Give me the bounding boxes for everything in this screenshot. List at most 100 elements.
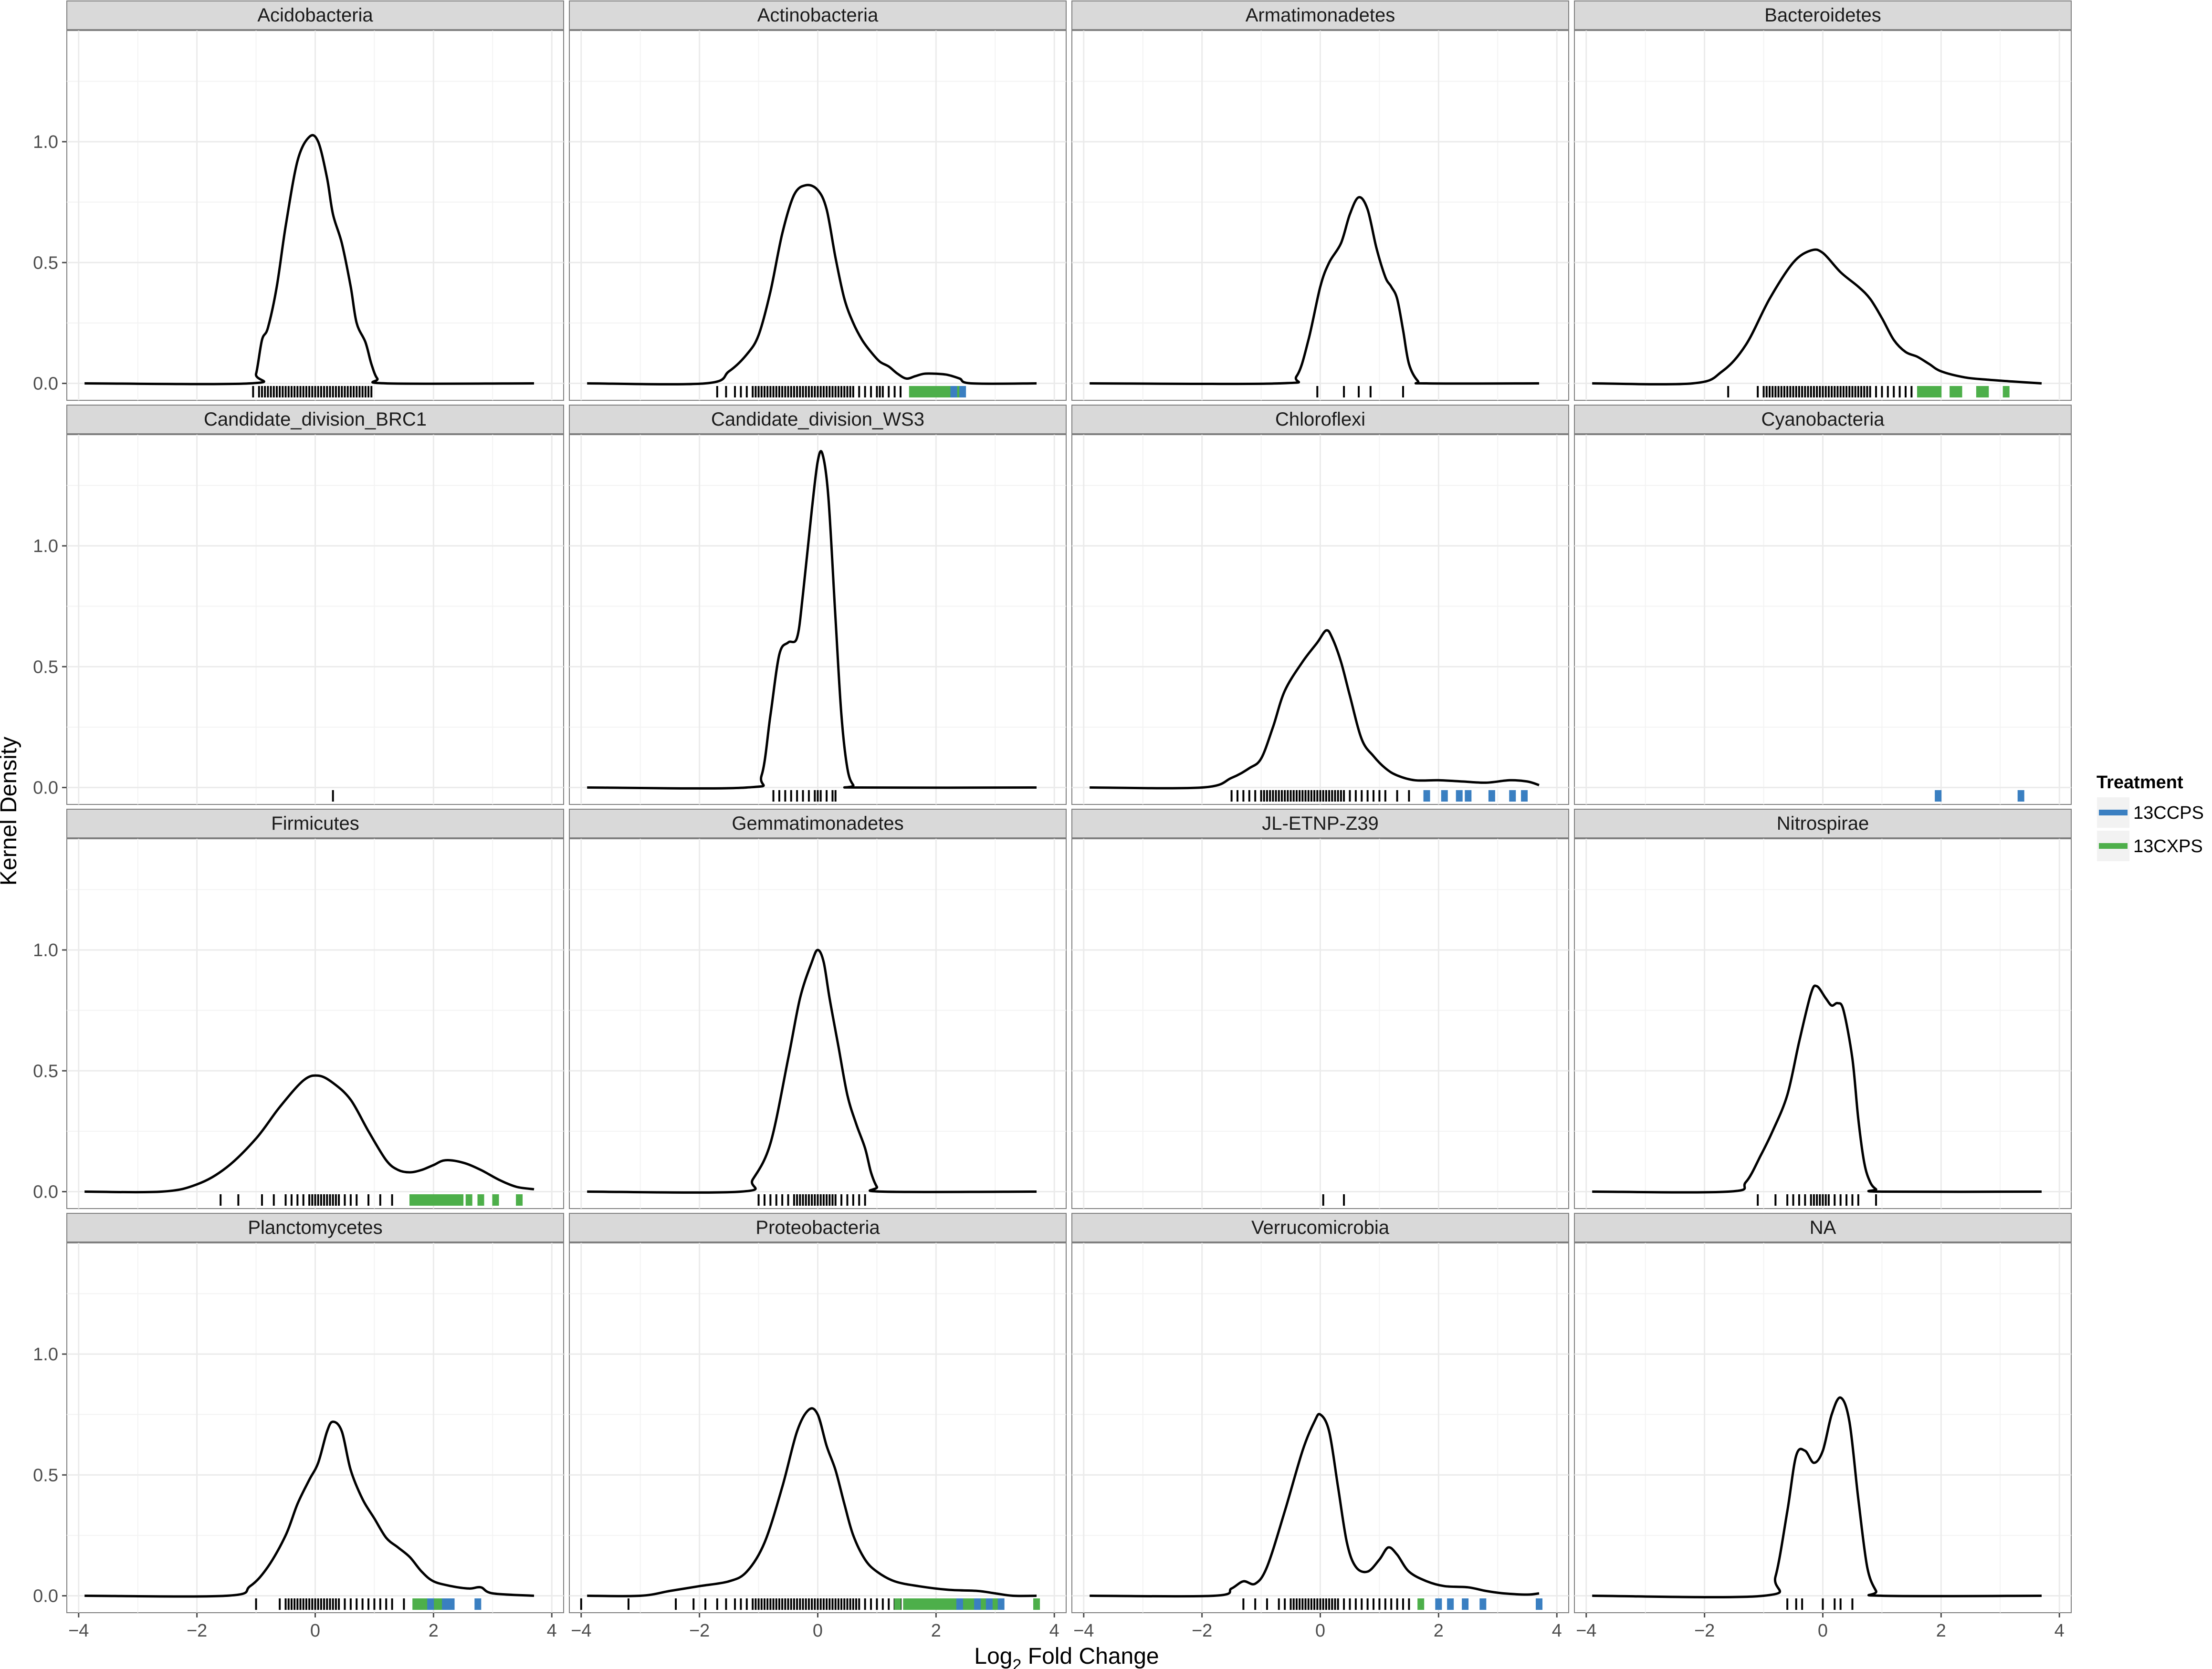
- density-curve: [587, 1407, 1037, 1597]
- facet-strip: [66, 1213, 564, 1242]
- x-tick-label: 0: [310, 1621, 320, 1641]
- facet-panel: Nitrospirae: [1574, 809, 2072, 1209]
- x-tick-label: −4: [571, 1621, 591, 1641]
- x-tick-label: 4: [1552, 1621, 1562, 1641]
- facet-panel: Gemmatimonadetes: [569, 809, 1067, 1209]
- facet-strip: [569, 809, 1067, 838]
- facet-label: Cyanobacteria: [1761, 409, 1885, 430]
- legend-label: 13CXPS: [2133, 836, 2203, 856]
- y-tick-label: 1.0: [33, 940, 58, 960]
- facet-label: Gemmatimonadetes: [732, 813, 903, 834]
- x-tick-label: 0: [1315, 1621, 1325, 1641]
- y-tick-label: 0.0: [33, 1182, 58, 1202]
- x-tick-label: −2: [1694, 1621, 1715, 1641]
- x-tick-label: 2: [1936, 1621, 1946, 1641]
- y-axis: 0.0 0.5 1.0 0.0 0.5 1.0 0.0 0.5 1.0 0.0 0.5 1.0: [33, 132, 67, 1606]
- facet-panel: Actinobacteria: [569, 0, 1067, 401]
- x-tick-label: −2: [187, 1621, 207, 1641]
- density-curve: [1592, 984, 2042, 1194]
- facet-strip: [1071, 0, 1569, 30]
- facet-panel: NA: [1574, 1213, 2072, 1613]
- x-tick-label: −4: [1073, 1621, 1094, 1641]
- density-curve: [84, 1074, 535, 1194]
- facet-label: Actinobacteria: [757, 5, 879, 26]
- facet-panel: Bacteroidetes: [1574, 0, 2072, 401]
- y-tick-label: 1.0: [33, 536, 58, 556]
- x-axis: −4 −2 0 2 4 −4 −2 0 2 4 −4 −2 0 2 4 −4 −2 0 2 4: [68, 1613, 2065, 1641]
- x-tick-label: −2: [689, 1621, 710, 1641]
- y-tick-label: 0.0: [33, 374, 58, 394]
- density-curve: [587, 949, 1037, 1194]
- facet-panel: Chloroflexi: [1071, 405, 1569, 805]
- density-curve: [1090, 196, 1540, 386]
- x-tick-label: 0: [1818, 1621, 1828, 1641]
- facet-strip: [1574, 1213, 2072, 1242]
- facet-strip: [66, 405, 564, 434]
- facet-label: Nitrospirae: [1777, 813, 1869, 834]
- x-tick-label: −2: [1192, 1621, 1212, 1641]
- facet-panel: Proteobacteria: [569, 1213, 1067, 1613]
- facet-strip: [1071, 405, 1569, 434]
- y-tick-label: 0.5: [33, 657, 58, 677]
- facet-panel: JL-ETNP-Z39: [1071, 809, 1569, 1209]
- facet-strip: [1574, 0, 2072, 30]
- facet-label: Armatimonadetes: [1246, 5, 1395, 26]
- legend-label: 13CCPS: [2133, 803, 2204, 823]
- facet-panel: Verrucomicrobia: [1071, 1213, 1569, 1613]
- x-tick-label: 4: [2055, 1621, 2065, 1641]
- facet-strip: [1574, 809, 2072, 838]
- facet-panel: Armatimonadetes: [1071, 0, 1569, 401]
- y-tick-label: 0.5: [33, 1061, 58, 1081]
- facet-panel: Acidobacteria: [66, 0, 564, 401]
- legend: Treatment 13CCPS 13CXPS: [2096, 772, 2204, 862]
- facet-strip: [569, 0, 1067, 30]
- facet-strip: [569, 405, 1067, 434]
- x-axis-title: Log2 Fold Change: [974, 1644, 1159, 1669]
- density-curve: [1090, 1413, 1540, 1598]
- facet-panel: Candidate_division_WS3: [569, 405, 1067, 805]
- density-curve: [84, 134, 535, 386]
- x-tick-label: 4: [1049, 1621, 1059, 1641]
- facet-panel: Cyanobacteria: [1574, 405, 2072, 805]
- y-tick-label: 1.0: [33, 1345, 58, 1365]
- facet-label: Proteobacteria: [755, 1217, 880, 1238]
- x-tick-label: 0: [813, 1621, 823, 1641]
- facet-label: Acidobacteria: [257, 5, 373, 26]
- x-tick-label: −4: [68, 1621, 89, 1641]
- y-tick-label: 0.5: [33, 253, 58, 273]
- facet-strip: [1574, 405, 2072, 434]
- facet-panel: Firmicutes: [66, 809, 564, 1209]
- facet-label: Candidate_division_WS3: [711, 409, 924, 430]
- legend-entries: 13CCPS 13CXPS: [2096, 796, 2204, 862]
- y-tick-label: 0.0: [33, 1586, 58, 1606]
- x-tick-label: 2: [931, 1621, 941, 1641]
- density-curve: [1592, 1396, 2042, 1599]
- x-tick-label: 2: [1434, 1621, 1444, 1641]
- facet-label: Chloroflexi: [1275, 409, 1365, 430]
- density-curve: [587, 450, 1037, 790]
- facet-strip: [569, 1213, 1067, 1242]
- density-curve: [84, 1420, 535, 1598]
- facet-label: Candidate_division_BRC1: [204, 409, 427, 430]
- facet-panel: Planctomycetes: [66, 1213, 564, 1613]
- y-tick-label: 1.0: [33, 132, 58, 152]
- facet-strip: [66, 809, 564, 838]
- facet-label: Planctomycetes: [248, 1217, 382, 1238]
- facet-panels: Acidobacteria Actinobacteria Armatimonadet…: [66, 0, 2072, 1613]
- facet-label: JL-ETNP-Z39: [1262, 813, 1379, 834]
- facet-strip: [1071, 1213, 1569, 1242]
- y-axis-title: Kernel Density: [0, 737, 21, 886]
- x-tick-label: 4: [547, 1621, 557, 1641]
- facet-label: NA: [1810, 1217, 1836, 1238]
- facet-strip: [66, 0, 564, 30]
- facet-strip: [1071, 809, 1569, 838]
- y-tick-label: 0.5: [33, 1465, 58, 1485]
- legend-title: Treatment: [2097, 772, 2183, 793]
- facet-label: Firmicutes: [271, 813, 359, 834]
- density-curve: [1592, 248, 2042, 386]
- x-tick-label: −4: [1576, 1621, 1596, 1641]
- density-curve: [1090, 629, 1540, 790]
- y-tick-label: 0.0: [33, 778, 58, 798]
- facet-label: Verrucomicrobia: [1251, 1217, 1390, 1238]
